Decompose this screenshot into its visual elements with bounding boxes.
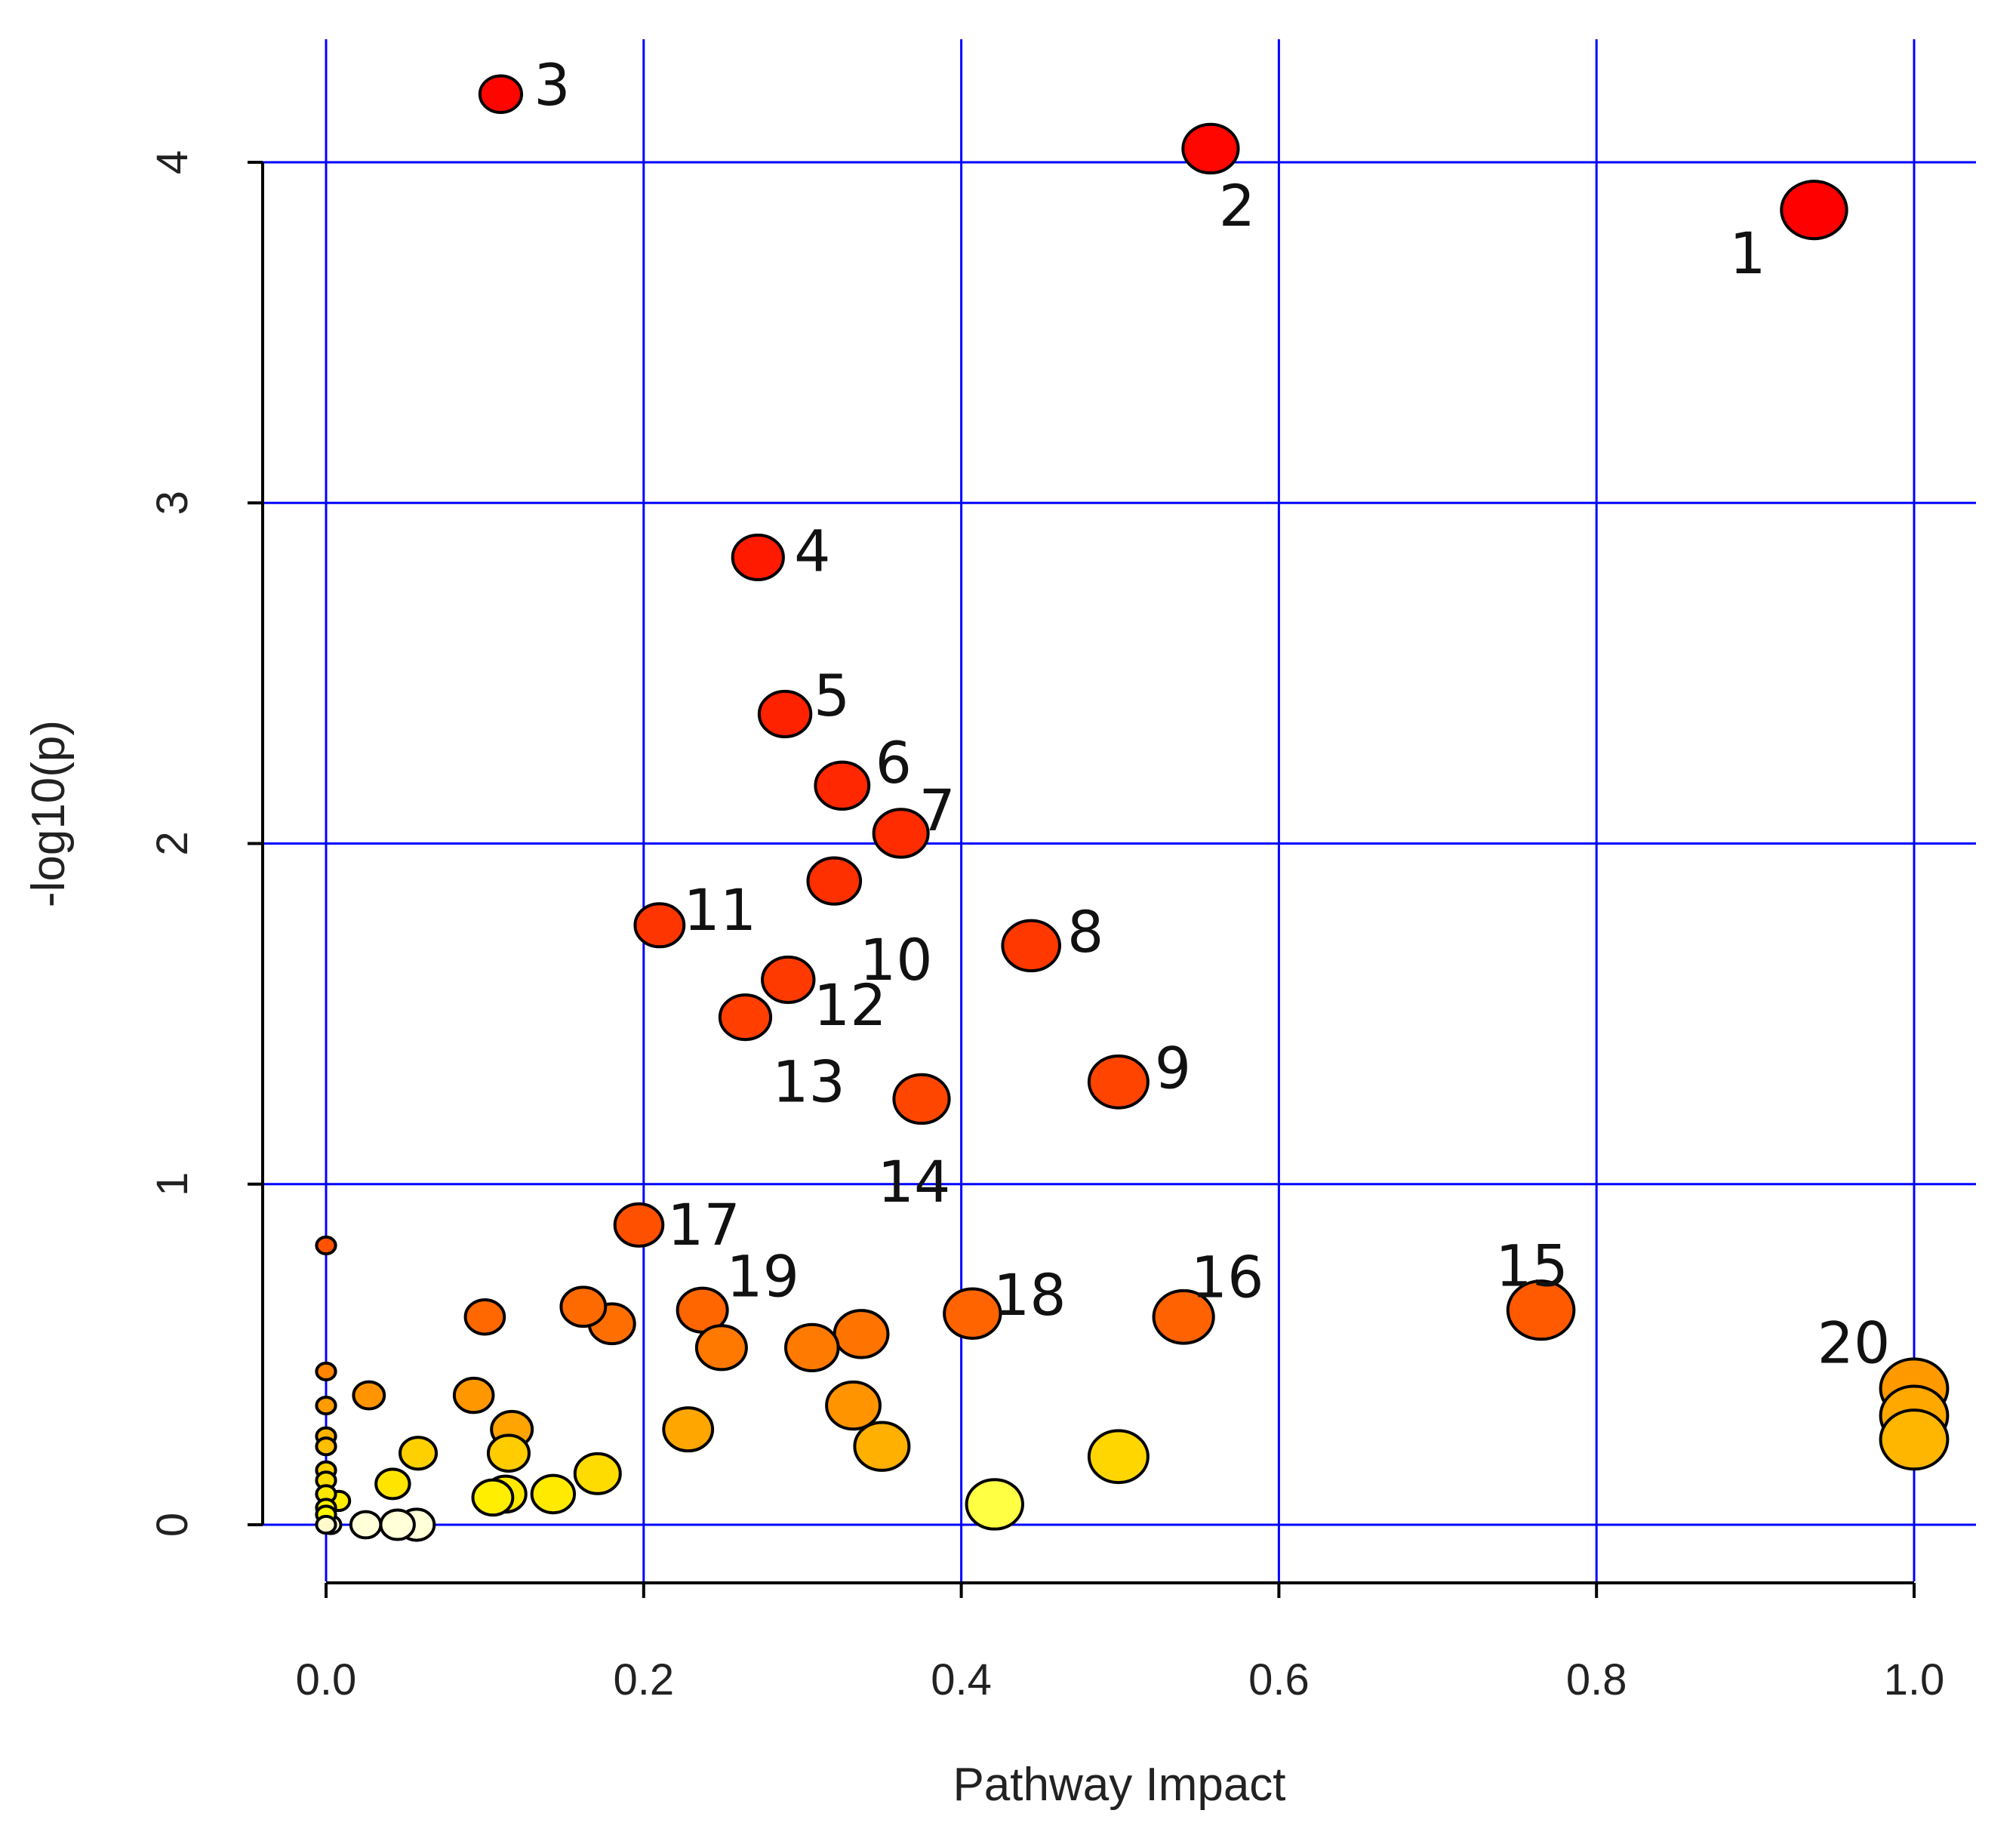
pathway-point	[352, 1380, 386, 1411]
pathway-point-14	[892, 1073, 951, 1125]
x-tick-label: 0.4	[931, 1655, 992, 1704]
pathway-point-8	[1001, 919, 1061, 973]
pathway-point	[784, 1322, 840, 1372]
point-label-4: 4	[794, 517, 830, 584]
pathway-point-1	[1780, 180, 1848, 241]
point-label-16: 16	[1191, 1244, 1264, 1311]
point-label-3: 3	[534, 51, 570, 119]
pathway-point	[486, 1433, 531, 1473]
pathway-point-17	[613, 1202, 665, 1248]
x-tick-label: 0.2	[613, 1655, 674, 1704]
pathway-point	[471, 1478, 515, 1517]
point-label-5: 5	[814, 662, 850, 729]
point-label-19: 19	[726, 1243, 799, 1310]
point-label-6: 6	[876, 729, 912, 796]
pathway-point	[315, 1436, 337, 1457]
y-tick-label: 4	[148, 150, 197, 174]
x-tick-label: 0.6	[1248, 1655, 1310, 1704]
point-label-14: 14	[878, 1148, 951, 1215]
pathway-point	[379, 1508, 416, 1541]
pathway-point	[694, 1324, 748, 1372]
point-label-1: 1	[1729, 220, 1765, 287]
pathway-point-2	[1181, 122, 1240, 175]
pathway-point-11	[633, 902, 686, 949]
pathway-point	[573, 1452, 622, 1495]
point-label-15: 15	[1495, 1233, 1568, 1300]
pathway-point	[452, 1376, 495, 1415]
pathway-point	[825, 1380, 882, 1431]
point-label-13: 13	[772, 1048, 845, 1116]
y-tick-label: 1	[148, 1172, 197, 1196]
pathway-point-13	[718, 993, 773, 1042]
pathway-point	[315, 1361, 337, 1382]
point-label-17: 17	[667, 1191, 740, 1258]
pathway-point-10	[806, 856, 863, 906]
pathway-point	[965, 1478, 1024, 1531]
pathway-point	[853, 1421, 911, 1472]
point-label-12: 12	[814, 971, 887, 1039]
point-label-9: 9	[1155, 1034, 1191, 1101]
pathway-point-3	[478, 74, 524, 115]
pathway-point	[374, 1467, 411, 1501]
x-tick-label: 1.0	[1884, 1655, 1945, 1704]
point-label-20: 20	[1817, 1310, 1891, 1377]
x-tick-label: 0.0	[296, 1655, 357, 1704]
pathway-point-5	[757, 689, 813, 739]
pathway-point	[463, 1298, 506, 1336]
y-tick-label: 3	[148, 491, 197, 515]
y-tick-label: 2	[148, 831, 197, 855]
point-label-2: 2	[1219, 172, 1255, 239]
pathway-point	[1087, 1429, 1150, 1485]
pathway-point	[315, 1395, 337, 1416]
pathway-point	[349, 1510, 383, 1540]
pathway-point	[530, 1473, 577, 1515]
pathway-point-4	[731, 533, 785, 582]
data-points	[315, 74, 1950, 1542]
pathway-point	[833, 1309, 890, 1359]
point-label-11: 11	[683, 876, 756, 944]
pathway-point-12	[761, 955, 816, 1005]
pathway-point	[399, 1436, 439, 1471]
pathway-point	[662, 1406, 715, 1453]
pathway-point-15	[1506, 1279, 1576, 1341]
x-tick-label: 0.8	[1566, 1655, 1627, 1704]
pathway-point	[559, 1285, 608, 1328]
point-label-10: 10	[860, 926, 933, 993]
pathway-point-16	[1152, 1288, 1215, 1345]
pathway-point	[315, 1235, 337, 1256]
point-label-7: 7	[919, 777, 955, 844]
pathway-point-18	[943, 1287, 1002, 1340]
point-label-18: 18	[993, 1261, 1066, 1328]
pathway-point-6	[814, 760, 871, 811]
pathway-point-9	[1087, 1054, 1150, 1110]
y-axis-title: -log10(p)	[23, 720, 75, 907]
y-tick-label: 0	[148, 1513, 197, 1537]
x-axis-title: Pathway Impact	[953, 1759, 1285, 1811]
pathway-point-7	[872, 808, 930, 859]
point-label-8: 8	[1067, 898, 1103, 965]
pathway-point	[315, 1514, 337, 1535]
pathway-point	[1879, 1409, 1950, 1471]
grid-lines	[261, 39, 1976, 1581]
